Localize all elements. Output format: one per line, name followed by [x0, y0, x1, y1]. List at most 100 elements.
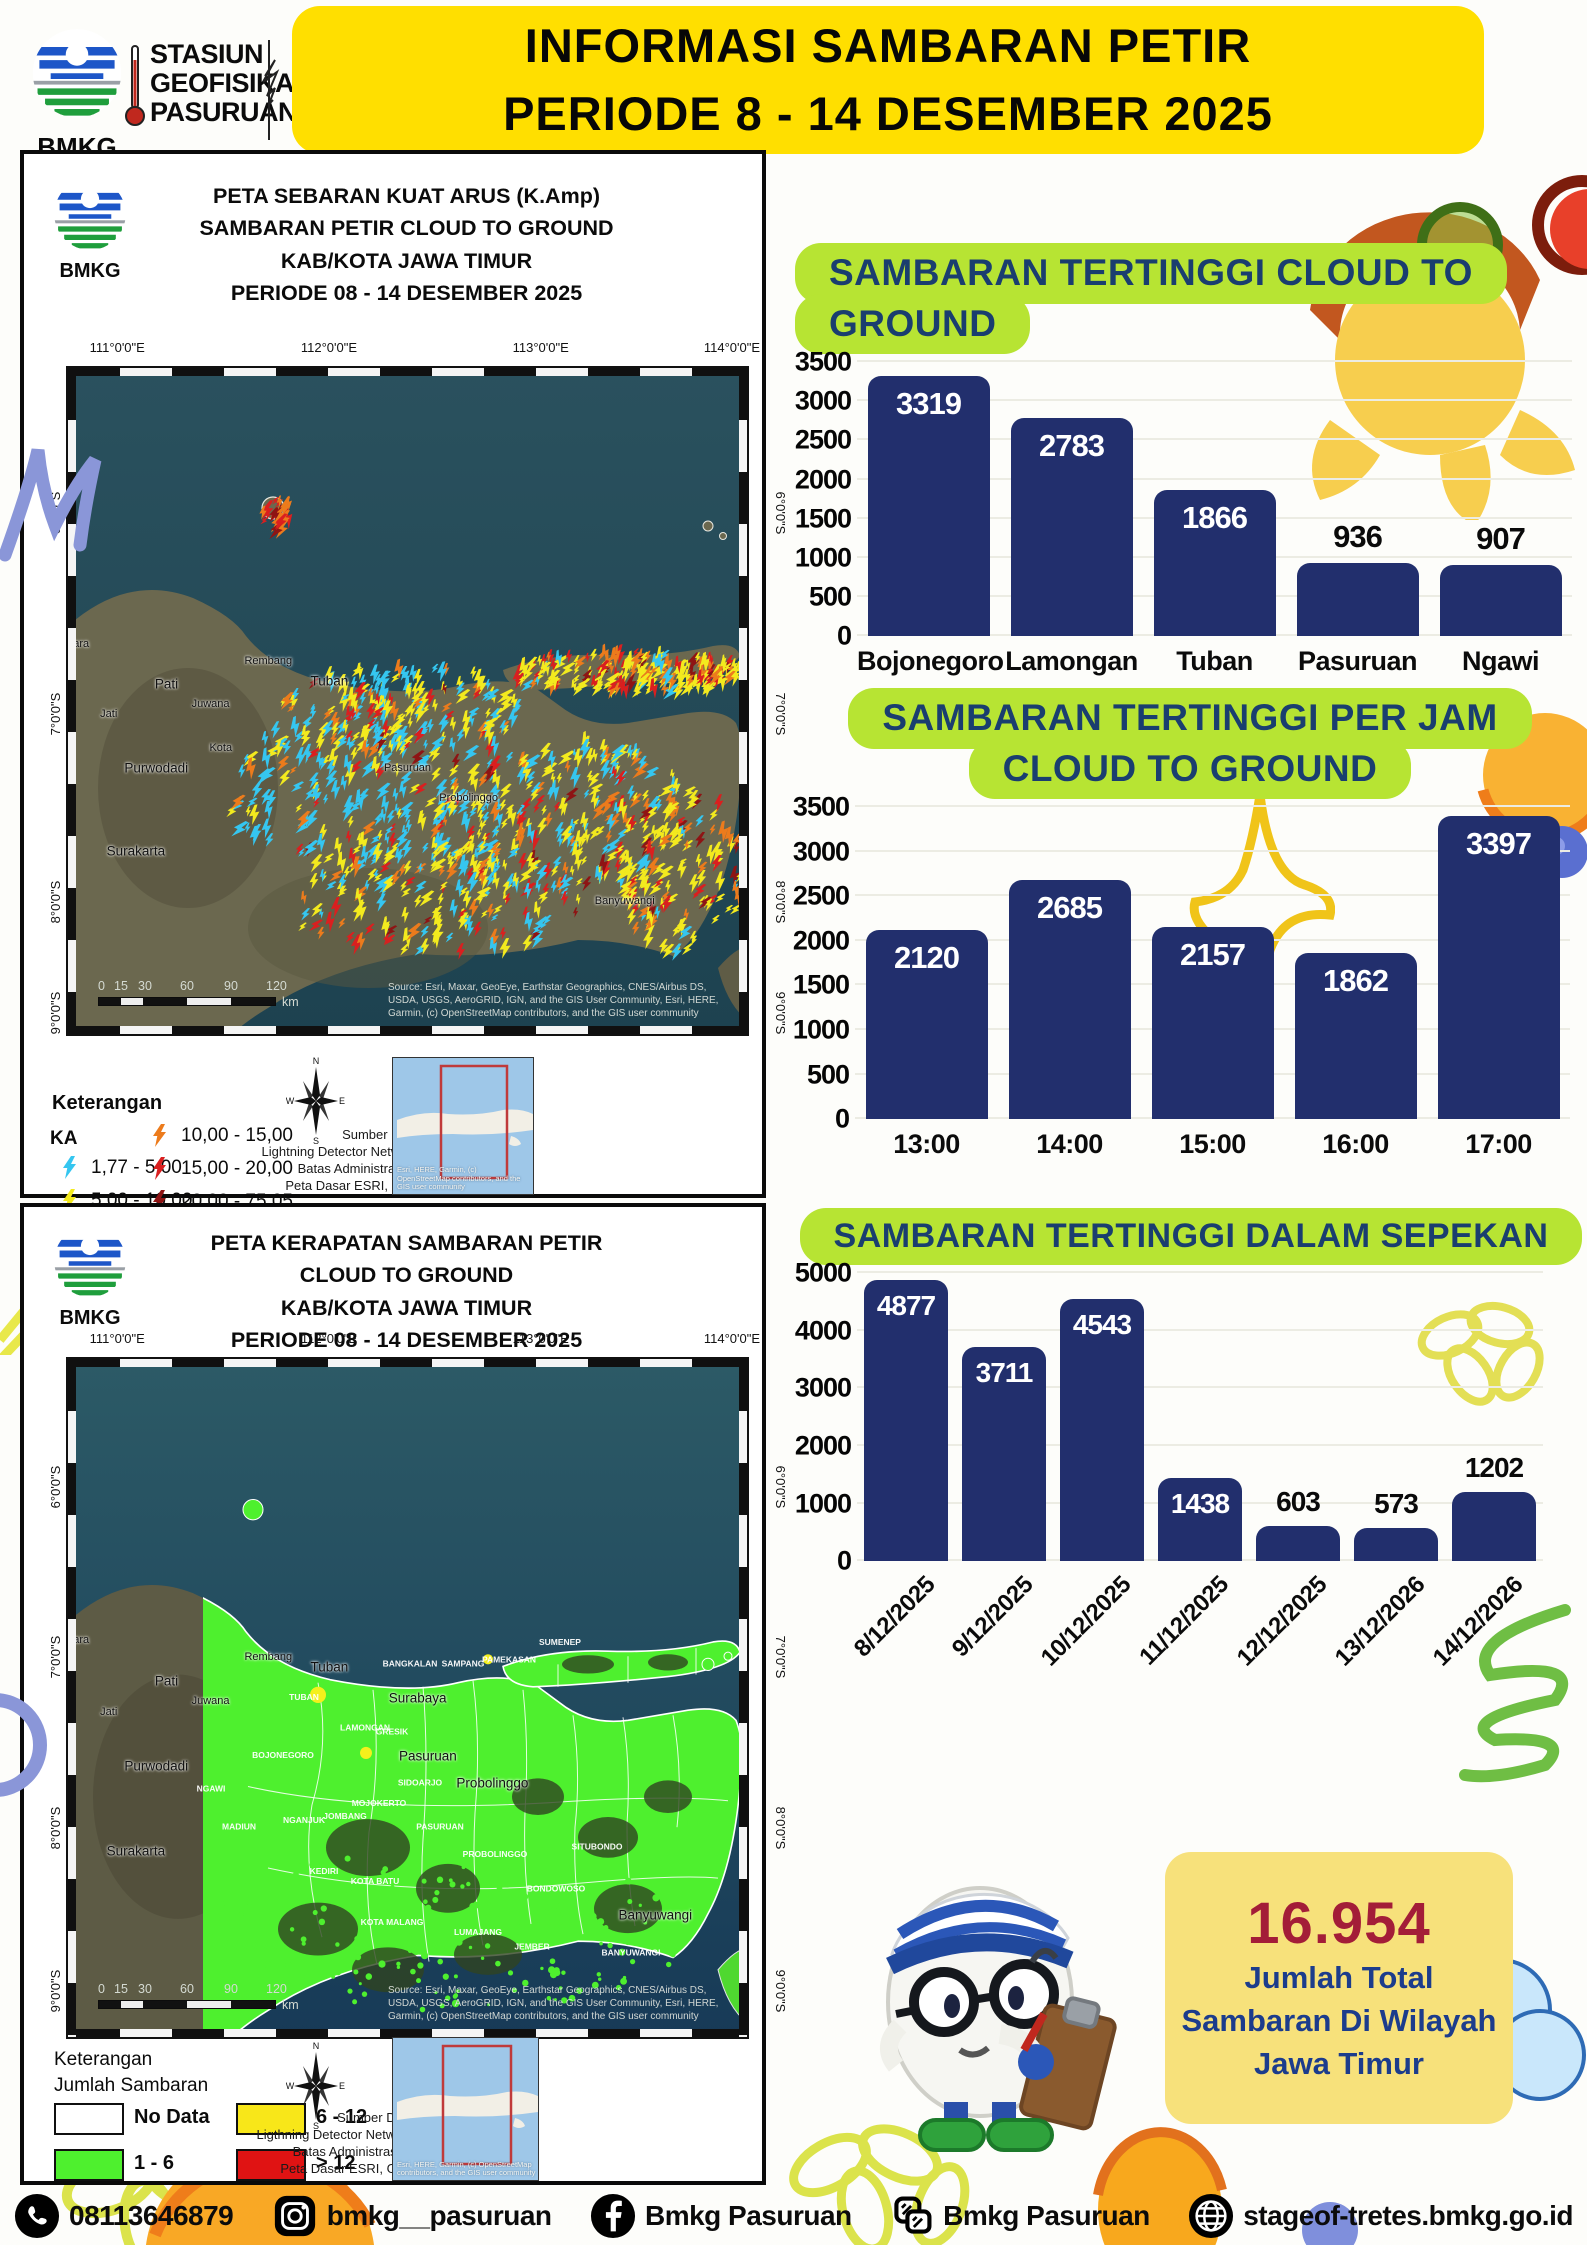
latitude-label: 8°0'0"S	[47, 880, 63, 924]
latitude-label: 7°0'0"S	[772, 1635, 788, 1679]
longitude-label: 114°0'0"E	[703, 1331, 760, 1346]
chart-y-axis: 0 1000 2000 3000 4000 5000	[794, 1257, 852, 1576]
flower-outline-mid-decoration	[789, 2124, 970, 2245]
svg-text:MADIUN: MADIUN	[222, 1821, 256, 1831]
svg-text:SAMPANG: SAMPANG	[442, 1658, 485, 1668]
bar-value-label: 1202	[1464, 1452, 1524, 1484]
latitude-label: 6°0'0"S	[772, 1465, 788, 1508]
bar-value-label: 2685	[1037, 890, 1103, 926]
latitude-label: 7°0'0"S	[772, 693, 788, 736]
footer-contact-instagram[interactable]: bmkg__pasuruan	[272, 2193, 552, 2239]
chart-plot-area: 3319 2783 1866 936 907	[857, 360, 1572, 637]
category-label: 16:00	[1322, 1129, 1389, 1160]
footer-contact-label: bmkg__pasuruan	[326, 2199, 552, 2231]
map-place-label: Probolinggo	[456, 1775, 529, 1791]
bar-value-label: 4877	[876, 1290, 936, 1322]
mascot-mouth	[958, 2045, 990, 2058]
chart-x-labels: Bojonegoro Lamongan Tuban Pasuruan Ngawi	[857, 636, 1587, 677]
footer-contact-whatsapp[interactable]: 08113646879	[14, 2193, 234, 2239]
chart-x-labels: 8/12/2025 9/12/2025 10/12/2025 11/12/2025 12…	[848, 1561, 1587, 1711]
map-place-label: Purwodadi	[124, 1758, 189, 1774]
svg-text:LAMONGAN: LAMONGAN	[340, 1722, 390, 1732]
facebook-icon	[590, 2193, 636, 2239]
bar: 3711	[962, 1347, 1046, 1562]
page-title-line1: INFORMASI SAMBARAN PETIR	[524, 18, 1252, 72]
bar: 3319	[867, 376, 990, 637]
longitude-label: 111°0'0"E	[89, 1331, 145, 1346]
map-place-label: Surakarta	[106, 843, 166, 859]
bar: 2783	[1010, 418, 1133, 637]
whatsapp-icon	[14, 2193, 60, 2239]
map-strike-density: TUBAN LAMONGAN BOJONEGORO NGAWI GRESIK SIDOAR…	[66, 1357, 749, 2039]
map-place-label: Surakarta	[106, 1843, 166, 1859]
map-scale-bar: 0 15 30 60 90 120 km	[98, 979, 299, 1009]
svg-text:S: S	[313, 2121, 319, 2131]
svg-text:JEMBER: JEMBER	[514, 1941, 550, 1951]
latitude-label: 9°0'0"S	[47, 1969, 63, 2013]
map-place-label: Banyuwangi	[594, 894, 655, 907]
bar-value-label: 2157	[1180, 937, 1246, 973]
longitude-labels: 111°0'0"E 112°0'0"E 113°0'0"E 114°0'0"E	[66, 340, 760, 360]
bar: 603	[1256, 1486, 1340, 1562]
bar-value-label: 907	[1476, 521, 1526, 557]
longitude-labels: 111°0'0"E 112°0'0"E 113°0'0"E 114°0'0"E	[66, 1331, 760, 1351]
svg-text:SITUBONDO: SITUBONDO	[572, 1842, 623, 1852]
svg-text:KOTA BATU: KOTA BATU	[351, 1876, 399, 1886]
footer-contact-label: Bmkg Pasuruan	[644, 2199, 852, 2231]
ring-left-decoration	[0, 1693, 47, 1797]
latitude-label: 8°0'0"S	[47, 1806, 63, 1849]
category-label: 14:00	[1036, 1129, 1103, 1160]
bar-value-label: 603	[1276, 1486, 1321, 1518]
red-circle-decoration	[1532, 175, 1587, 275]
map-place-label: Rembang	[244, 1651, 293, 1664]
footer-contact-facebook[interactable]: Bmkg Pasuruan	[590, 2193, 852, 2239]
category-label: 15:00	[1179, 1129, 1246, 1160]
legend-swatch	[236, 2149, 306, 2181]
legend-swatch	[54, 2149, 124, 2181]
footer-contact-social[interactable]: Bmkg Pasuruan	[890, 2194, 1150, 2238]
chart-plot-area: 2120 2685 2157 1862 3397	[855, 805, 1570, 1120]
svg-text:SUMENEP: SUMENEP	[539, 1637, 581, 1647]
legend-item: 10,00 - 15,00	[152, 1124, 293, 1147]
bmkg-logo	[54, 1225, 126, 1297]
svg-text:KEDIRI: KEDIRI	[310, 1866, 339, 1876]
map-place-label: Kota	[209, 741, 233, 754]
map-logo-label: BMKG	[59, 260, 121, 282]
footer-contact-globe[interactable]: stageof-tretes.bmkg.go.id	[1188, 2193, 1573, 2239]
chart-title: SAMBARAN TERTINGGI CLOUD TO GROUND	[795, 243, 1587, 355]
svg-text:NGAWI: NGAWI	[197, 1784, 226, 1794]
longitude-label: 113°0'0"E	[512, 1331, 569, 1346]
seismogram-icon	[262, 40, 280, 140]
bar: 1202	[1452, 1452, 1536, 1562]
blue-ball-bottom-decoration	[1302, 2202, 1358, 2245]
longitude-label: 111°0'0"E	[89, 340, 145, 355]
bar: 4543	[1060, 1299, 1144, 1562]
legend-subtitle: KA	[50, 1128, 78, 1149]
latitude-label: 9°0'0"S	[772, 991, 788, 1034]
svg-text:KOTA MALANG: KOTA MALANG	[361, 1917, 424, 1927]
svg-text:BOJONEGORO: BOJONEGORO	[252, 1750, 314, 1760]
page-title-line2: PERIODE 8 - 14 DESEMBER 2025	[503, 87, 1273, 140]
legend-item-label: 1 - 6	[134, 2152, 175, 2174]
svg-text:PASURUAN: PASURUAN	[416, 1821, 463, 1831]
latitude-label: 8°0'0"S	[772, 1806, 788, 1849]
legend-item-label: 6 - 12	[316, 2106, 368, 2128]
latitude-label: 9°0'0"S	[772, 1969, 788, 2013]
category-label: 8/12/2025	[848, 1571, 941, 1663]
svg-text:W: W	[286, 2081, 295, 2091]
bar-value-label: 2783	[1039, 428, 1105, 464]
bar-value-label: 1866	[1182, 500, 1248, 536]
total-strikes-card: 16.954 Jumlah Total Sambaran Di Wilayah …	[1165, 1852, 1513, 2124]
bar: 1866	[1153, 490, 1276, 637]
category-label: Pasuruan	[1297, 646, 1418, 677]
map-place-label: Pasuruan	[383, 761, 432, 774]
category-label: Lamongan	[1005, 646, 1138, 677]
flower-outline-right-decoration	[1417, 1301, 1544, 1406]
instagram-icon	[272, 2193, 318, 2239]
longitude-label: 113°0'0"E	[512, 340, 569, 355]
bmkg-logo	[54, 178, 126, 250]
map-panel-strike-density: BMKG PETA KERAPATAN SAMBARAN PETIR CLOUD…	[20, 1203, 788, 2185]
latitude-label: 9°0'0"S	[47, 991, 63, 1034]
total-line1: Jumlah Total	[1244, 1960, 1434, 1996]
mascot-illustration	[880, 1886, 1117, 2152]
